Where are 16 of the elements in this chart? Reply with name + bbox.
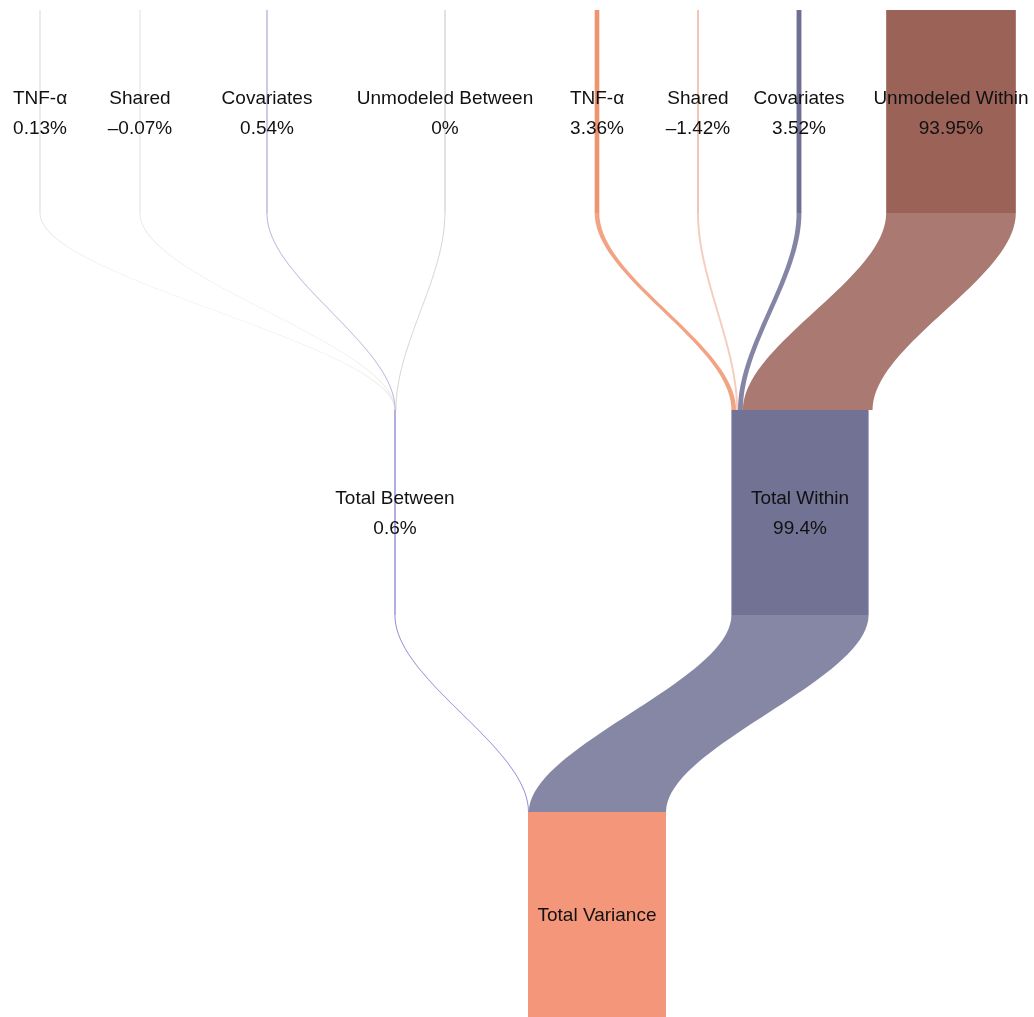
category-label: Total Variance — [537, 903, 657, 925]
category-label: Unmodeled Between — [356, 87, 534, 108]
data-label: –0.07% — [107, 117, 173, 138]
category-label: Total Between — [335, 486, 455, 508]
data-label: 0.54% — [240, 117, 295, 138]
category-label: Covariates — [221, 87, 313, 108]
data-label: 99.4% — [773, 516, 828, 538]
category-label: Shared — [109, 87, 171, 108]
data-label: –1.42% — [665, 117, 731, 138]
data-label: 0.6% — [373, 516, 417, 538]
data-label: 93.95% — [918, 117, 984, 138]
category-label: Shared — [667, 87, 729, 108]
category-label: Total Within — [750, 486, 850, 508]
data-label: 0% — [431, 117, 459, 138]
category-label: TNF-α — [12, 87, 68, 108]
data-label: 0.13% — [13, 117, 68, 138]
